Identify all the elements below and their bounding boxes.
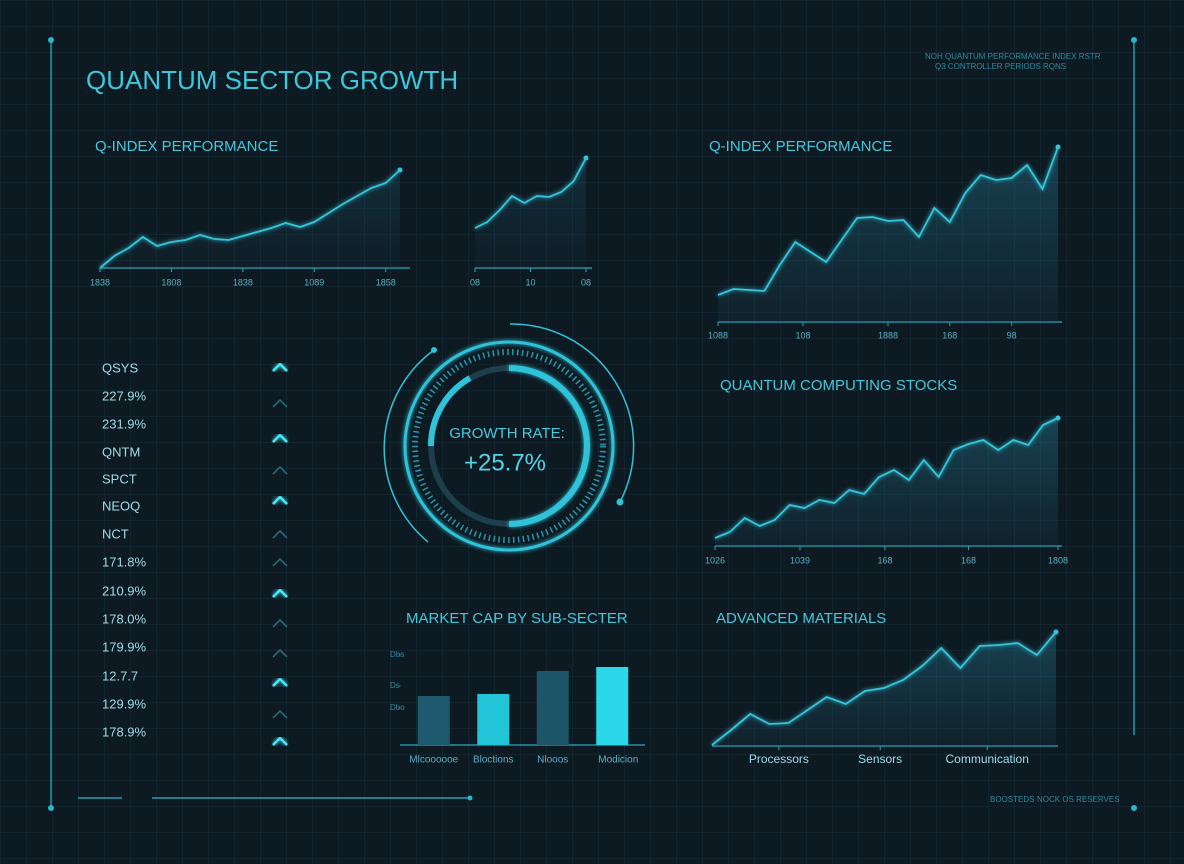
- footer-note: NOCK OS RESERVES: [1037, 795, 1120, 804]
- trend-arrow: [272, 495, 288, 505]
- x-tick-label: 98: [1007, 330, 1017, 340]
- x-tick-label: Communication: [946, 752, 1029, 766]
- x-tick-label: 1838: [233, 277, 253, 287]
- area-fill: [475, 158, 586, 268]
- line: [99, 169, 401, 269]
- line: [474, 157, 587, 229]
- x-tick-label: 1888: [878, 330, 898, 340]
- bar: [596, 667, 629, 745]
- x-tick-label: 108: [795, 330, 810, 340]
- x-tick-label: Nlooos: [537, 755, 568, 766]
- x-tick-label: 1039: [790, 555, 810, 565]
- area-fill: [718, 147, 1058, 322]
- footer-note: BOOSTEDS: [990, 795, 1034, 804]
- x-tick-label: Bloctions: [473, 755, 514, 766]
- y-tick-label: Dbs: [390, 650, 404, 659]
- x-tick-label: 08: [581, 277, 591, 287]
- ticker-text: 210.9%: [102, 583, 147, 598]
- ticker-text: 129.9%: [102, 696, 147, 711]
- header-note: NOH QUANTUM PERFORMANCE INDEX RSTR: [925, 52, 1101, 61]
- page-title: QUANTUM SECTOR GROWTH: [86, 65, 458, 95]
- bar: [477, 694, 510, 745]
- ticker-text: 227.9%: [102, 388, 147, 403]
- x-tick-label: Sensors: [858, 752, 902, 766]
- gauge: [383, 323, 635, 552]
- ticker-text: NCT: [102, 526, 129, 541]
- trend-arrow: [272, 398, 288, 408]
- x-tick-label: 1808: [1048, 555, 1068, 565]
- header-note: Q3 CONTROLLER PERIODS RQNS: [935, 62, 1066, 71]
- ticker-text: SPCT: [102, 471, 137, 486]
- trend-arrow: [272, 529, 288, 539]
- trend-arrow: [272, 588, 288, 598]
- ticker-text: NEOQ: [102, 498, 140, 513]
- y-tick-label: Dbo: [390, 703, 405, 712]
- area-fill: [715, 418, 1058, 546]
- x-tick-label: 168: [942, 330, 957, 340]
- x-tick-label: 1088: [708, 330, 728, 340]
- ticker-text: QNTM: [102, 444, 140, 459]
- gauge-label: GROWTH RATE:: [449, 425, 565, 442]
- ticker-text: 178.9%: [102, 724, 147, 739]
- trend-arrow: [272, 362, 288, 372]
- end-marker: [583, 155, 589, 161]
- x-tick-label: 08: [470, 277, 480, 287]
- chart-title: Q-INDEX PERFORMANCE: [709, 138, 892, 155]
- area-fill: [100, 170, 400, 268]
- ticker-text: 178.0%: [102, 611, 147, 626]
- chart-title: MARKET CAP BY SUB-SECTER: [406, 610, 628, 627]
- bar: [417, 696, 450, 745]
- x-tick-label: Processors: [749, 752, 809, 766]
- bar: [536, 671, 569, 745]
- x-tick-label: 1089: [304, 277, 324, 287]
- gauge-value: +25.7%: [464, 449, 546, 476]
- line: [711, 631, 1057, 746]
- frame: [48, 37, 1137, 811]
- x-tick-label: 1838: [90, 277, 110, 287]
- chart-title: ADVANCED MATERIALS: [716, 610, 886, 627]
- trend-arrow: [272, 433, 288, 443]
- x-tick-label: 1026: [705, 555, 725, 565]
- ticker-text: 171.8%: [102, 554, 147, 569]
- x-tick-label: Modicion: [598, 755, 638, 766]
- trend-arrow: [272, 465, 288, 475]
- y-tick-label: Ds: [390, 681, 400, 690]
- chart-title: Q-INDEX PERFORMANCE: [95, 138, 278, 155]
- ticker-text: QSYS: [102, 360, 138, 375]
- trend-arrow: [272, 709, 288, 719]
- x-tick-label: 168: [961, 555, 976, 565]
- ticker-text: 179.9%: [102, 639, 147, 654]
- ticker-text: 12.7.7: [102, 668, 138, 683]
- line: [717, 146, 1059, 296]
- x-tick-label: 1808: [161, 277, 181, 287]
- x-tick-label: Mlcoooooe: [409, 755, 458, 766]
- trend-arrow: [272, 557, 288, 567]
- trend-arrow: [272, 648, 288, 658]
- trend-arrow: [272, 677, 288, 687]
- end-marker: [1055, 415, 1061, 421]
- end-marker: [1055, 144, 1061, 150]
- trend-arrow: [272, 618, 288, 628]
- trend-arrow: [272, 736, 288, 746]
- end-marker: [1053, 629, 1059, 635]
- x-tick-label: 1858: [376, 277, 396, 287]
- line: [714, 417, 1059, 539]
- x-tick-label: 10: [525, 277, 535, 287]
- chart-title: QUANTUM COMPUTING STOCKS: [720, 377, 957, 394]
- x-tick-label: 168: [877, 555, 892, 565]
- end-marker: [397, 167, 403, 173]
- ticker-text: 231.9%: [102, 416, 147, 431]
